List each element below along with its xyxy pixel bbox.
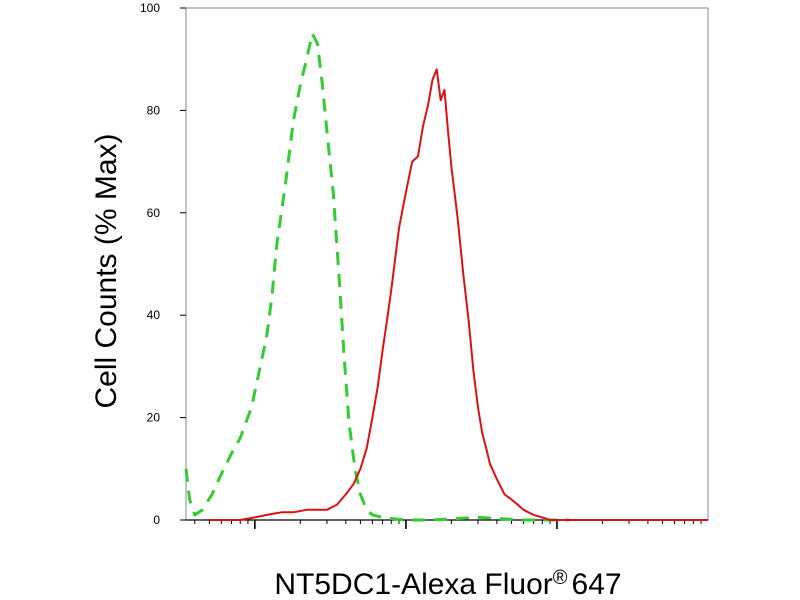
y-tick-label: 20 <box>147 411 161 425</box>
x-axis-title-main: NT5DC1-Alexa Fluor <box>274 568 552 600</box>
x-axis-title-suffix: 647 <box>572 568 622 600</box>
y-tick-label: 80 <box>147 103 161 117</box>
y-axis-title: Cell Counts (% Max) <box>90 133 123 408</box>
y-tick-label: 0 <box>153 513 160 527</box>
x-axis-title: NT5DC1-Alexa Fluor® 647 <box>274 567 621 600</box>
y-tick-label: 100 <box>140 1 160 15</box>
x-axis-title-superscript: ® <box>553 567 568 589</box>
series-line-green-dashed <box>184 32 569 522</box>
plot-area: 0 20 40 60 80 100 <box>140 1 709 529</box>
y-tick-label: 40 <box>147 308 161 322</box>
y-tick-label: 60 <box>147 206 161 220</box>
series-line-red-solid <box>209 68 708 521</box>
